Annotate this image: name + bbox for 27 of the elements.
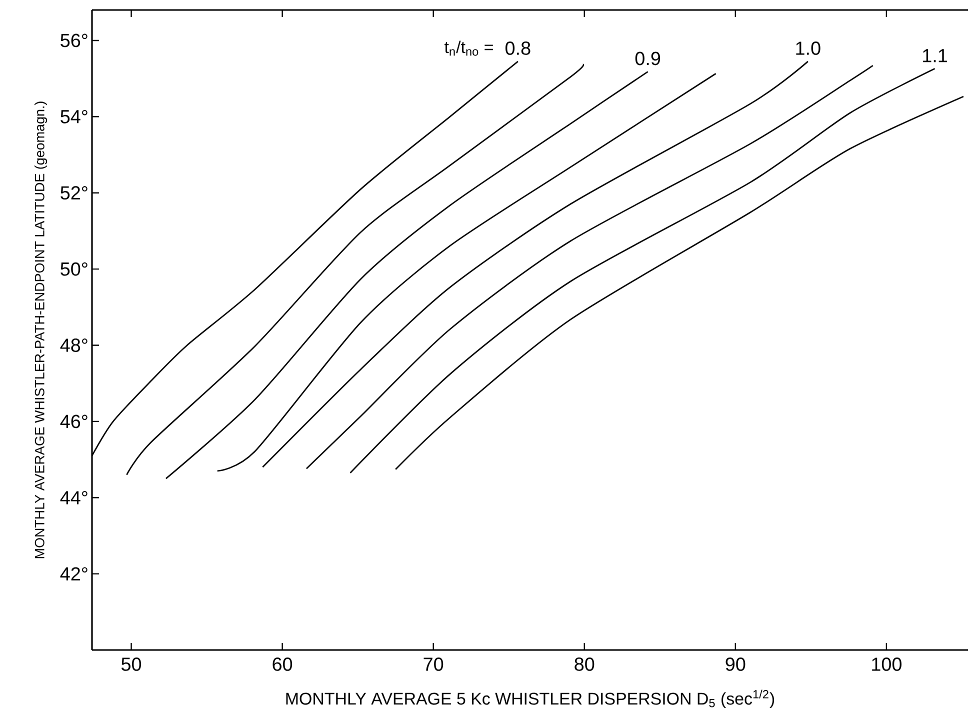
x-tick-label: 100 bbox=[872, 658, 902, 671]
line-series bbox=[306, 64, 874, 470]
x-tick-label: 70 bbox=[424, 658, 444, 671]
legend-title: t$_{n}$/t$_{no}$ = bbox=[444, 40, 493, 56]
x-tick-label: 60 bbox=[272, 658, 292, 671]
y-tick-label: 54° bbox=[60, 110, 88, 124]
y-tick-label: 48° bbox=[60, 338, 88, 352]
series-label: 1.1 bbox=[923, 49, 948, 62]
series-label: 0.8 bbox=[506, 42, 530, 55]
y-axis-title: MONTHLY AVERAGE WHISTLER-PATH-ENDPOINT LATITUDE (geomagn.) bbox=[34, 102, 48, 558]
x-axis-title: MONTHLY AVERAGE 5 Kc WHISTLER DISPERSION D$_{5}$ (sec$^{1/2}$) bbox=[286, 690, 774, 708]
line-series bbox=[126, 64, 584, 476]
series-label: 1.0 bbox=[796, 42, 820, 55]
y-tick-label: 56° bbox=[60, 34, 88, 48]
line-series bbox=[394, 96, 964, 470]
y-tick-label: 44° bbox=[60, 491, 88, 504]
y-tick-label: 46° bbox=[60, 414, 88, 428]
y-tick-label: 42° bbox=[60, 567, 88, 580]
x-tick-label: 80 bbox=[574, 658, 594, 671]
x-tick-label: 90 bbox=[726, 658, 746, 671]
series-label: 0.9 bbox=[635, 52, 660, 66]
y-tick-label: 52° bbox=[60, 186, 88, 200]
line-series bbox=[216, 72, 716, 472]
x-tick-label: 50 bbox=[121, 658, 142, 671]
line-series bbox=[350, 68, 936, 474]
y-tick-label: 50° bbox=[60, 262, 88, 276]
line-series bbox=[165, 71, 649, 480]
